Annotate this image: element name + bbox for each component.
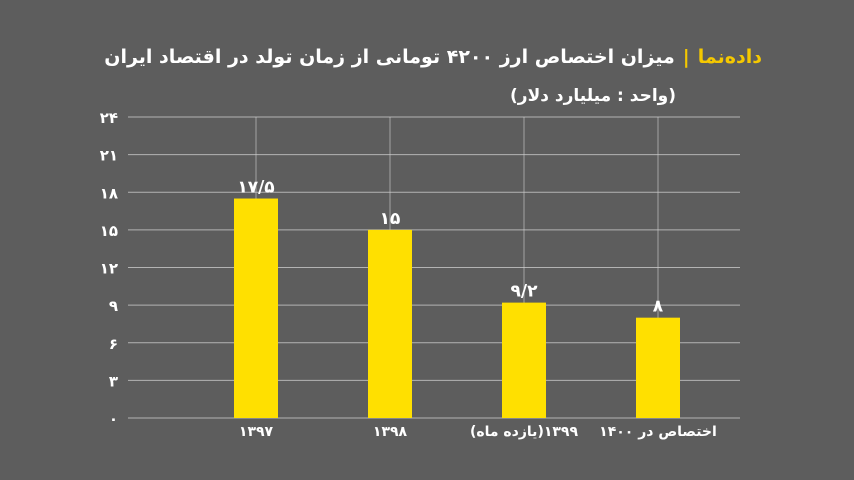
y-tick-label: ۹ bbox=[109, 297, 118, 315]
chart-title: میزان اختصاص ارز ۴۲۰۰ تومانی از زمان تول… bbox=[104, 46, 675, 68]
bar bbox=[502, 302, 546, 418]
data-label: ۱۷/۵ bbox=[237, 178, 274, 198]
y-axis-ticks: ۰ ۳ ۶ ۹ ۱۲ ۱۵ ۱۸ ۲۱ ۲۴ bbox=[100, 109, 118, 428]
bars bbox=[234, 198, 680, 418]
data-labels: ۱۷/۵ ۱۵ ۹/۲ ۸ bbox=[237, 178, 663, 317]
y-tick-label: ۰ bbox=[109, 410, 118, 428]
header-separator: | bbox=[682, 46, 690, 68]
y-tick-label: ۲۱ bbox=[100, 147, 118, 165]
chart-header: داده‌نما | میزان اختصاص ارز ۴۲۰۰ تومانی از… bbox=[104, 46, 762, 68]
y-tick-label: ۲۴ bbox=[100, 109, 118, 127]
y-tick-label: ۱۵ bbox=[100, 222, 118, 240]
bar bbox=[636, 317, 680, 418]
x-category-label: ۱۳۹۹(یازده ماه) bbox=[470, 424, 579, 440]
bar bbox=[234, 198, 278, 418]
brand-name: داده‌نما bbox=[697, 46, 762, 68]
chart-subtitle: (واحد : میلیارد دلار) bbox=[510, 86, 676, 106]
data-label: ۱۵ bbox=[380, 209, 401, 229]
x-category-label: ۱۳۹۸ bbox=[373, 424, 408, 440]
y-tick-label: ۱۸ bbox=[100, 184, 118, 202]
x-axis-labels: ۱۳۹۷ ۱۳۹۸ ۱۳۹۹(یازده ماه) اختصاص در ۱۴۰۰ bbox=[239, 424, 717, 440]
x-category-label: ۱۳۹۷ bbox=[239, 424, 274, 440]
bar bbox=[368, 229, 412, 418]
x-category-label: اختصاص در ۱۴۰۰ bbox=[599, 424, 717, 440]
data-label: ۸ bbox=[653, 297, 664, 317]
grid-lines bbox=[128, 116, 740, 419]
data-label: ۹/۲ bbox=[511, 282, 539, 302]
y-tick-label: ۶ bbox=[109, 335, 118, 353]
y-tick-label: ۳ bbox=[109, 372, 118, 390]
y-tick-label: ۱۲ bbox=[100, 260, 118, 278]
